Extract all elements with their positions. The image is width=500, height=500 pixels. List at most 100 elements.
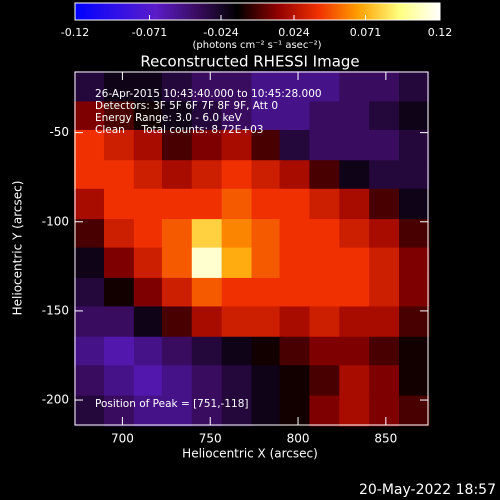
heatmap-cell <box>221 365 252 397</box>
heatmap-cell <box>161 247 193 279</box>
heatmap-cell <box>74 160 105 192</box>
heatmap-cell <box>221 129 252 161</box>
heatmap-cell <box>279 71 310 102</box>
heatmap-cell <box>133 129 165 161</box>
heatmap-cell <box>221 336 252 368</box>
heatmap-cell <box>103 365 135 397</box>
heatmap-cell <box>221 395 252 427</box>
heatmap-cell <box>74 71 105 102</box>
x-tick-label: 700 <box>111 432 134 446</box>
heatmap-cell <box>191 336 223 368</box>
heatmap-cell <box>279 188 310 220</box>
heatmap-cell <box>103 160 135 192</box>
heatmap-cell <box>191 160 223 192</box>
heatmap-cell <box>103 395 135 427</box>
heatmap-cell <box>161 306 193 338</box>
heatmap-cell <box>133 277 165 309</box>
x-axis-label: Heliocentric X (arcsec) <box>182 447 318 461</box>
heatmap-cell <box>309 219 340 250</box>
heatmap-cell <box>399 336 430 368</box>
heatmap-cell <box>161 71 193 102</box>
heatmap-cell <box>103 129 135 161</box>
heatmap-cell <box>369 277 400 309</box>
heatmap-cell <box>103 306 135 338</box>
y-tick-label: -50 <box>49 125 69 139</box>
heatmap-cell <box>74 306 105 338</box>
heatmap-cell <box>191 129 223 161</box>
heatmap-cell <box>279 306 310 338</box>
heatmap-cell <box>309 188 340 220</box>
heatmap-cell <box>103 71 135 102</box>
colorbar <box>74 2 441 21</box>
heatmap-cell <box>74 336 105 368</box>
heatmap-cell <box>369 395 400 427</box>
heatmap-cell <box>279 129 310 161</box>
heatmap-cell <box>251 129 282 161</box>
heatmap-cell <box>369 336 400 368</box>
heatmap-cell <box>339 277 370 309</box>
colorbar-tick-label: -0.12 <box>61 26 89 39</box>
annotation: 26-Apr-2015 10:43:40.000 to 10:45:28.000 <box>95 88 322 100</box>
heatmap-cell <box>369 365 400 397</box>
heatmap-cell <box>74 219 105 250</box>
heatmap-cell <box>309 101 340 133</box>
heatmap-cell <box>103 101 135 133</box>
heatmap-cell <box>191 101 223 133</box>
heatmap-cell <box>399 101 430 133</box>
heatmap-cell <box>133 101 165 133</box>
heatmap-cell <box>309 129 340 161</box>
heatmap-cell <box>251 395 282 427</box>
peak-note: Position of Peak = [751,-118] <box>95 398 249 410</box>
heatmap-cell <box>103 188 135 220</box>
heatmap-cell <box>221 219 252 250</box>
heatmap-cell <box>161 277 193 309</box>
heatmap-cell <box>161 336 193 368</box>
heatmap-cell <box>309 71 340 102</box>
annotation: Detectors: 3F 5F 6F 7F 8F 9F, Att 0 <box>95 100 278 112</box>
heatmap-cell <box>309 395 340 427</box>
y-tick-label: -150 <box>42 303 69 317</box>
heatmap-cell <box>74 188 105 220</box>
heatmap-cell <box>279 247 310 279</box>
y-tick-label: -100 <box>42 214 69 228</box>
heatmap-cell <box>339 219 370 250</box>
heatmap-cell <box>309 277 340 309</box>
x-tick-label: 850 <box>374 432 397 446</box>
heatmap-cell <box>133 306 165 338</box>
heatmap-cell <box>161 365 193 397</box>
heatmap-cell <box>339 129 370 161</box>
heatmap-cell <box>103 336 135 368</box>
y-tick-label: -200 <box>42 393 69 407</box>
heatmap-cell <box>191 365 223 397</box>
x-tick-label: 800 <box>287 432 310 446</box>
heatmap-cell <box>191 306 223 338</box>
heatmap-cell <box>369 219 400 250</box>
heatmap-cell <box>399 365 430 397</box>
heatmap-cell <box>251 306 282 338</box>
heatmap-cell <box>133 219 165 250</box>
heatmap-cell <box>399 129 430 161</box>
heatmap-cell <box>103 247 135 279</box>
heatmap-cell <box>369 129 400 161</box>
heatmap-cell <box>339 365 370 397</box>
heatmap-cell <box>399 71 430 102</box>
heatmap-cell <box>279 160 310 192</box>
x-tick-label: 750 <box>199 432 222 446</box>
annotation: Clean Total counts: 8.72E+03 <box>95 124 264 136</box>
heatmap-cell <box>399 247 430 279</box>
heatmap-cell <box>399 277 430 309</box>
heatmap-cell <box>191 219 223 250</box>
heatmap-cell <box>133 160 165 192</box>
heatmap-cell <box>369 306 400 338</box>
heatmap-cell <box>221 160 252 192</box>
heatmap-cell <box>133 336 165 368</box>
plot-frame <box>74 71 429 426</box>
heatmap-cell <box>309 336 340 368</box>
heatmap-cell <box>339 395 370 427</box>
chart-title: Reconstructed RHESSI Image <box>140 53 359 71</box>
heatmap-cell <box>309 160 340 192</box>
heatmap-cell <box>309 306 340 338</box>
heatmap-cell <box>74 277 105 309</box>
heatmap-cell <box>279 101 310 133</box>
